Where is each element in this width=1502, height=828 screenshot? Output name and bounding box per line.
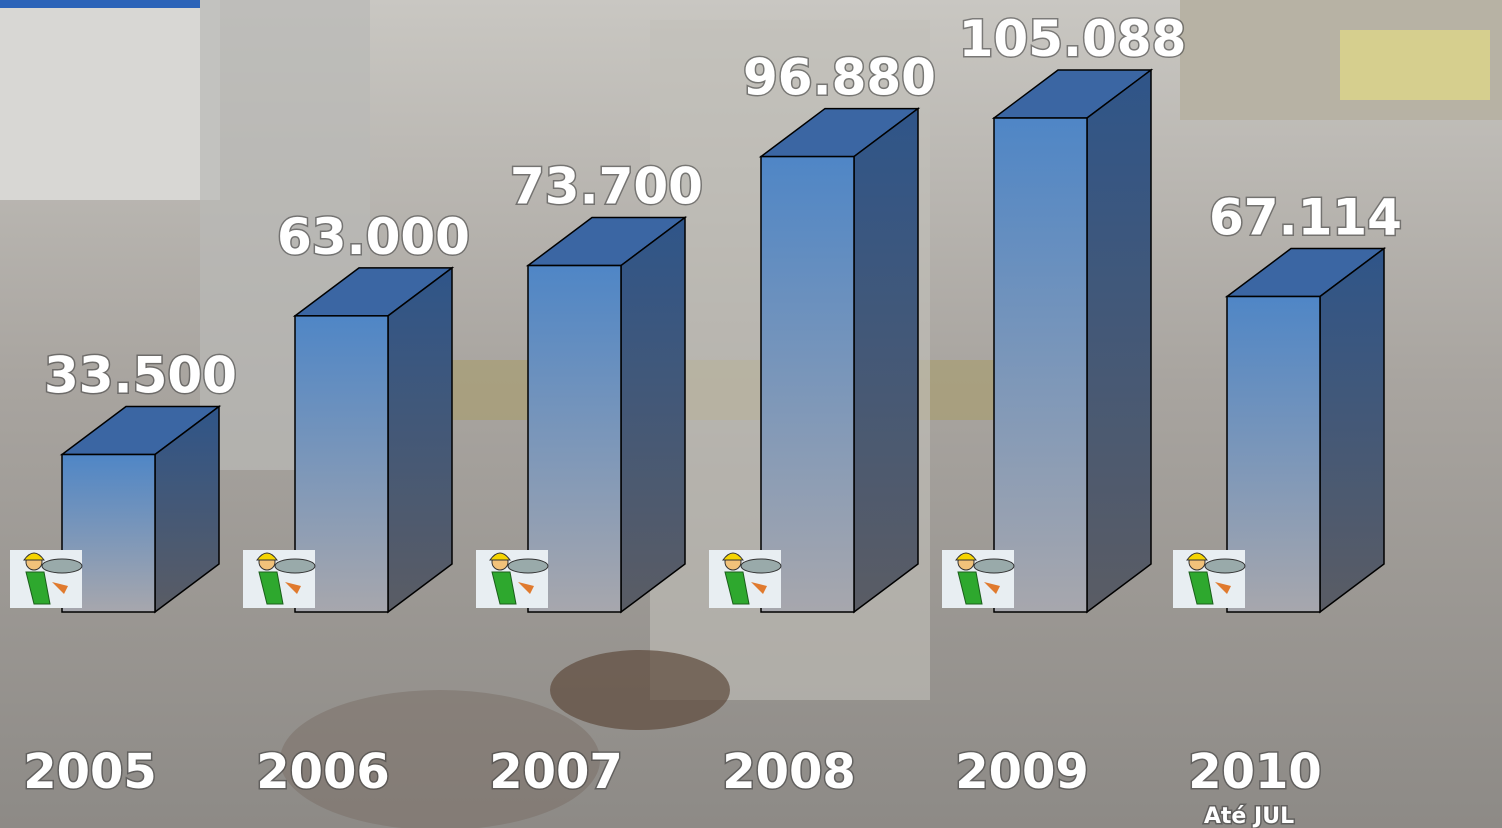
icon-manhole: [973, 558, 1015, 574]
x-tick-label: 2006: [256, 744, 390, 800]
icon-helmet: [1186, 552, 1208, 561]
bar-side: [620, 216, 686, 614]
icon-body: [724, 571, 750, 605]
icon-hand: [751, 582, 767, 594]
bar-side: [1319, 247, 1385, 614]
value-label: 67.114: [1209, 189, 1402, 247]
icon-body: [957, 571, 983, 605]
icon-manhole: [1204, 558, 1246, 574]
icon-body: [258, 571, 284, 605]
icon-helmet: [256, 552, 278, 561]
icon-hand: [984, 582, 1000, 594]
icon-manhole: [41, 558, 83, 574]
value-label: 63.000: [277, 208, 470, 266]
bar-side: [853, 107, 919, 614]
x-tick-label: 2010: [1188, 744, 1322, 800]
worker-icon: [709, 550, 782, 608]
worker-icon: [942, 550, 1015, 608]
x-tick-label: 2007: [489, 744, 623, 800]
worker-icon: [1173, 550, 1246, 608]
icon-hand: [518, 582, 534, 594]
value-label: 105.088: [959, 10, 1187, 68]
annotation: Até JUL: [1204, 804, 1294, 828]
icon-helmet: [722, 552, 744, 561]
value-label: 73.700: [510, 158, 703, 216]
bar-front: [993, 117, 1088, 613]
worker-icon: [243, 550, 316, 608]
x-tick-label: 2009: [955, 744, 1089, 800]
icon-hand: [52, 582, 68, 594]
value-label: 33.500: [44, 347, 237, 405]
icon-manhole: [274, 558, 316, 574]
bars: 33.500 2005 63.000 2006 73.700 2007 96.880 2008…: [10, 9, 1403, 828]
icon-body: [25, 571, 51, 605]
icon-manhole: [507, 558, 549, 574]
icon-body: [491, 571, 517, 605]
value-label: 96.880: [743, 49, 936, 107]
icon-body: [1188, 571, 1214, 605]
x-tick-label: 2008: [722, 744, 856, 800]
icon-helmet: [955, 552, 977, 561]
worker-icon: [10, 550, 83, 608]
bar-front: [760, 155, 855, 613]
icon-hand: [285, 582, 301, 594]
x-tick-label: 2005: [23, 744, 157, 800]
icon-hand: [1215, 582, 1231, 594]
icon-helmet: [489, 552, 511, 561]
bar-side: [1086, 68, 1152, 614]
bar-side: [387, 266, 453, 614]
worker-icon: [476, 550, 549, 608]
icon-manhole: [740, 558, 782, 574]
icon-helmet: [23, 552, 45, 561]
